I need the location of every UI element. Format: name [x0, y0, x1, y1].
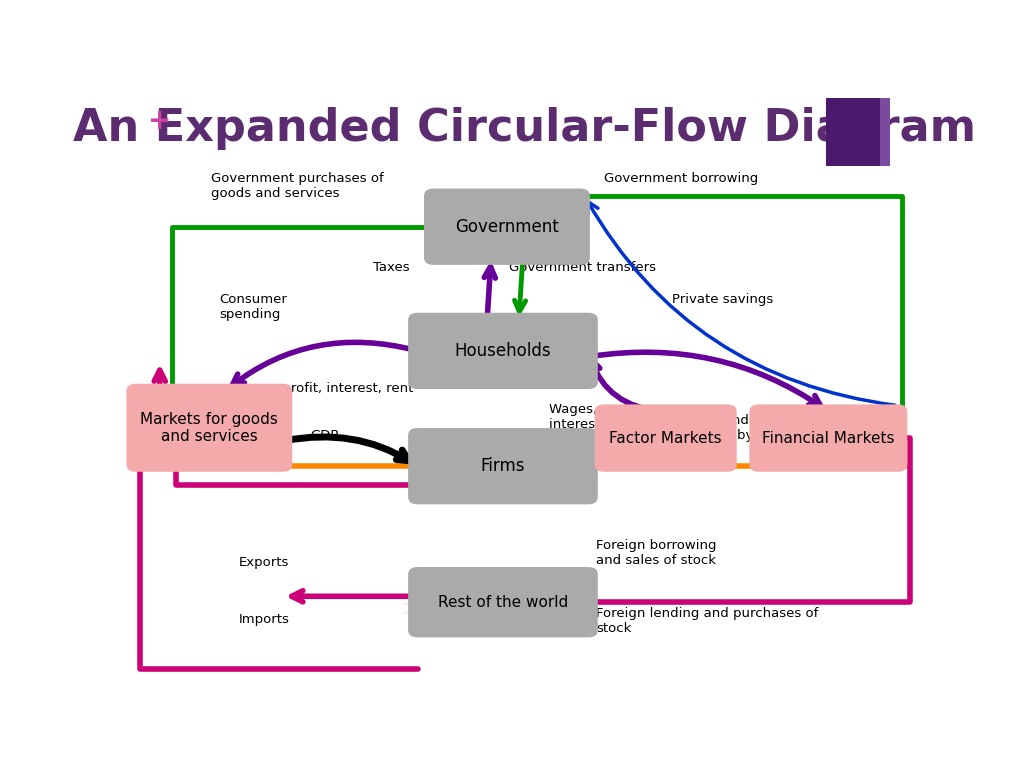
Text: GDP: GDP [310, 429, 339, 442]
Text: Firms: Firms [480, 457, 525, 475]
Text: Wages, profit,
interest, rent: Wages, profit, interest, rent [549, 402, 641, 431]
Text: An Expanded Circular-Flow Diagram: An Expanded Circular-Flow Diagram [74, 107, 976, 150]
Text: Government purchases of
goods and services: Government purchases of goods and servic… [211, 172, 384, 200]
Bar [826, 98, 881, 166]
FancyBboxPatch shape [409, 313, 598, 389]
FancyBboxPatch shape [126, 384, 292, 472]
Text: Foreign borrowing
and sales of stock: Foreign borrowing and sales of stock [596, 538, 717, 567]
Text: +: + [147, 107, 171, 135]
Text: Government borrowing: Government borrowing [604, 172, 759, 185]
Text: Imports: Imports [240, 613, 290, 626]
Text: Taxes: Taxes [373, 260, 410, 273]
FancyBboxPatch shape [595, 405, 736, 472]
Text: Markets for goods
and services: Markets for goods and services [140, 412, 279, 444]
Text: Private savings: Private savings [672, 293, 773, 306]
FancyBboxPatch shape [750, 405, 907, 472]
FancyBboxPatch shape [409, 567, 598, 637]
FancyBboxPatch shape [424, 189, 590, 265]
Text: Borrowing and
stock issues by
firms: Borrowing and stock issues by firms [652, 415, 753, 458]
Text: Exports: Exports [240, 556, 290, 569]
Text: Government transfers: Government transfers [509, 260, 656, 273]
Bar [881, 98, 890, 166]
Text: Government: Government [455, 217, 559, 236]
Text: Financial Markets: Financial Markets [762, 431, 895, 445]
FancyBboxPatch shape [409, 428, 598, 505]
Text: Consumer
spending: Consumer spending [219, 293, 287, 321]
Text: Households: Households [455, 342, 551, 360]
Text: Factor Markets: Factor Markets [609, 431, 722, 445]
Text: Wages, profit, interest, rent: Wages, profit, interest, rent [230, 382, 414, 395]
Text: Foreign lending and purchases of
stock: Foreign lending and purchases of stock [596, 607, 818, 634]
Text: Rest of the world: Rest of the world [438, 594, 568, 610]
